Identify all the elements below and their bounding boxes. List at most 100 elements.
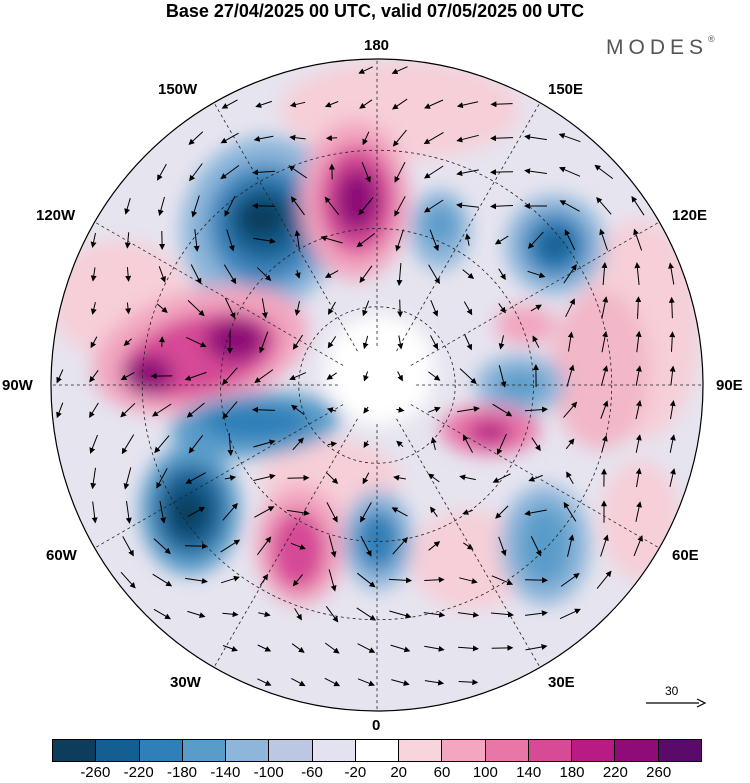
wind-vector <box>462 269 475 280</box>
wind-vector <box>222 367 238 386</box>
wind-vector <box>261 298 268 319</box>
wind-vector <box>159 501 167 524</box>
wind-vector <box>490 169 514 176</box>
wind-vector <box>669 434 676 453</box>
wind-vector <box>184 371 207 381</box>
wind-vector <box>564 229 576 251</box>
wind-vector <box>291 677 306 687</box>
wind-vector <box>287 509 310 516</box>
wind-vector <box>186 336 207 348</box>
wind-vector <box>124 232 131 249</box>
wind-vector <box>360 502 372 523</box>
wind-vector <box>257 678 272 686</box>
wind-vector <box>494 235 509 245</box>
wind-vector <box>567 331 574 352</box>
wind-vector <box>191 195 200 218</box>
wind-vector <box>567 534 575 557</box>
wind-vector <box>189 163 203 182</box>
wind-vector <box>151 403 172 417</box>
wind-vector <box>524 577 548 584</box>
wind-vector <box>530 304 542 312</box>
wind-vector <box>187 300 205 317</box>
colorbar-cell <box>528 740 573 761</box>
wind-vector <box>292 334 304 350</box>
colorbar-tick-label: -100 <box>253 764 284 781</box>
wind-vector <box>394 161 406 183</box>
wind-vector <box>635 501 642 522</box>
wind-vector <box>428 264 440 285</box>
colorbar-cell <box>615 740 659 761</box>
wind-vector <box>289 372 307 381</box>
wind-vector <box>56 402 64 419</box>
wind-vector <box>430 300 439 317</box>
wind-vector <box>294 608 302 621</box>
wind-vector <box>430 335 438 350</box>
wind-vector <box>222 401 238 420</box>
wind-vector <box>563 264 577 284</box>
wind-vector <box>185 472 206 484</box>
wind-vector <box>120 402 136 418</box>
wind-vector <box>631 195 645 216</box>
wind-vector <box>184 543 208 550</box>
wind-vector <box>294 300 301 316</box>
wind-vector <box>524 509 547 517</box>
wind-vector <box>463 542 474 550</box>
wind-vector <box>90 267 97 282</box>
wind-vector <box>635 400 642 420</box>
wind-vector <box>423 165 444 179</box>
lon-label-30e: 30E <box>548 674 575 691</box>
wind-vector <box>392 537 408 555</box>
wind-vector <box>391 679 410 686</box>
wind-vector <box>391 98 408 110</box>
wind-vector <box>428 371 441 381</box>
wind-vector <box>153 608 171 620</box>
wind-vector <box>154 435 170 454</box>
wind-vector <box>565 298 575 318</box>
wind-vector <box>157 163 167 181</box>
wind-vector <box>524 168 547 175</box>
wind-vector <box>222 645 238 652</box>
wind-vector <box>188 434 204 454</box>
wind-vector <box>429 229 439 252</box>
wind-vector <box>255 100 272 108</box>
wind-vector <box>459 577 478 584</box>
wind-vector <box>222 502 238 521</box>
wind-vector <box>325 606 339 623</box>
lon-label-150e: 150E <box>548 81 584 98</box>
wind-vector <box>524 406 548 413</box>
polar-map <box>50 58 704 712</box>
colorbar-tick-label: -20 <box>344 764 367 781</box>
colorbar-tick-label: -140 <box>210 764 241 781</box>
wind-vector <box>565 438 575 450</box>
wind-vector <box>257 644 272 652</box>
wind-vector <box>362 300 370 317</box>
wind-vector <box>457 406 480 413</box>
wind-vector <box>289 134 306 141</box>
wind-vector <box>90 301 97 315</box>
wind-vector <box>498 365 507 388</box>
wind-vectors <box>56 66 676 687</box>
wind-vector <box>254 506 275 518</box>
wind-vector <box>390 644 411 653</box>
wind-vector <box>498 536 507 557</box>
wind-vector <box>193 229 200 252</box>
wind-vector <box>290 542 306 550</box>
colorbar-tick-label: -180 <box>166 764 198 781</box>
colorbar-tick-label: 220 <box>602 764 628 781</box>
wind-vector <box>360 535 372 557</box>
lon-label-150w: 150W <box>158 81 198 98</box>
wind-vector <box>492 473 511 483</box>
wind-vector <box>558 166 581 177</box>
wind-vector <box>253 439 276 448</box>
lon-label-60w: 60W <box>46 547 77 564</box>
wind-vector <box>395 229 404 252</box>
wind-vector <box>220 132 239 144</box>
modes-logo: MODES® <box>606 34 715 60</box>
wind-vector <box>397 299 404 318</box>
wind-vector <box>324 642 340 654</box>
wind-vector <box>531 437 541 452</box>
colorbar-tick-label: -260 <box>80 764 111 781</box>
colorbar-tick-label: 140 <box>516 764 542 781</box>
wind-vector <box>359 265 373 284</box>
wind-vector <box>121 434 135 455</box>
